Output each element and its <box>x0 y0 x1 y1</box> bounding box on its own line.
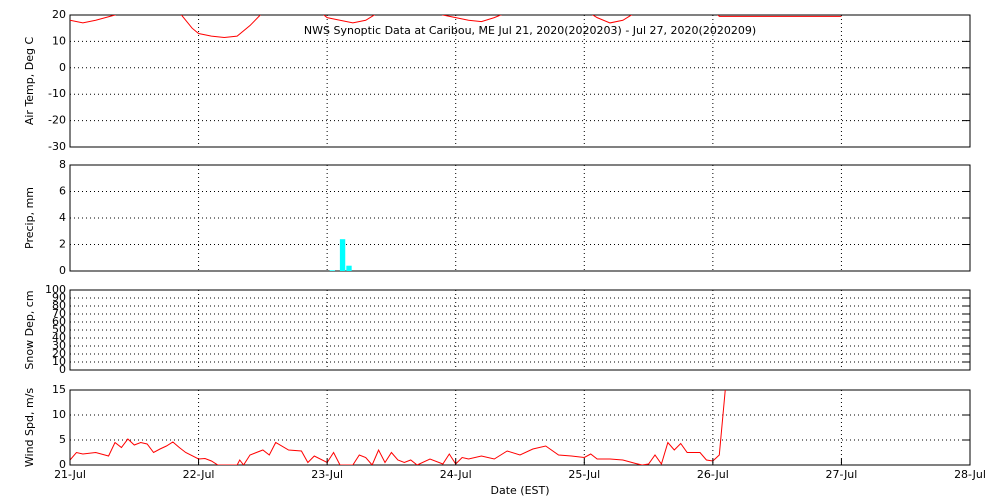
x-axis-label: Date (EST) <box>490 484 549 497</box>
bar <box>329 270 335 271</box>
y-tick-label: 30 <box>52 339 66 352</box>
x-tick-label: 21-Jul <box>54 468 86 481</box>
y-tick-label: 8 <box>59 158 66 171</box>
y-tick-label: 0 <box>59 61 66 74</box>
y-tick-label: 0 <box>59 264 66 277</box>
y-axis-label: Snow Dep, cm <box>23 290 36 369</box>
plot-area <box>329 239 352 271</box>
x-tick-label: 27-Jul <box>825 468 857 481</box>
data-line <box>70 390 726 465</box>
y-axis-label: Precip, mm <box>23 187 36 249</box>
y-tick-label: 0 <box>59 363 66 376</box>
y-tick-label: 6 <box>59 185 66 198</box>
y-tick-label: -10 <box>48 87 66 100</box>
y-tick-label: 70 <box>52 307 66 320</box>
y-tick-label: -30 <box>48 140 66 153</box>
y-tick-label: 4 <box>59 211 66 224</box>
plot-area <box>70 390 726 465</box>
y-axis-label: Wind Spd, m/s <box>23 388 36 468</box>
x-tick-label: 28-Jul <box>954 468 986 481</box>
y-tick-label: 20 <box>52 347 66 360</box>
y-tick-label: 0 <box>59 458 66 471</box>
panel-frame <box>69 289 971 371</box>
y-tick-label: 10 <box>52 355 66 368</box>
x-tick-label: 25-Jul <box>568 468 600 481</box>
y-axis-label: Air Temp, Deg C <box>23 37 36 126</box>
y-tick-label: 50 <box>52 323 66 336</box>
y-tick-label: 40 <box>52 331 66 344</box>
x-tick-label: 22-Jul <box>183 468 215 481</box>
y-tick-label: 5 <box>59 433 66 446</box>
bar <box>339 239 346 271</box>
x-tick-label: 23-Jul <box>311 468 343 481</box>
y-tick-label: 80 <box>52 299 66 312</box>
panel-frame <box>69 389 971 466</box>
x-tick-label: 24-Jul <box>440 468 472 481</box>
y-tick-label: -20 <box>48 114 66 127</box>
y-tick-label: 100 <box>45 283 66 296</box>
chart-title: NWS Synoptic Data at Caribou, ME Jul 21,… <box>304 24 756 37</box>
bar <box>346 265 352 271</box>
y-tick-label: 10 <box>52 408 66 421</box>
panel-frame <box>69 164 971 272</box>
panel-frame <box>69 14 971 148</box>
x-tick-label: 26-Jul <box>697 468 729 481</box>
y-tick-label: 2 <box>59 238 66 251</box>
y-tick-label: 60 <box>52 315 66 328</box>
y-tick-label: 20 <box>52 8 66 21</box>
y-tick-label: 10 <box>52 34 66 47</box>
y-tick-label: 15 <box>52 383 66 396</box>
data-line <box>70 15 842 38</box>
y-tick-label: 90 <box>52 291 66 304</box>
plot-area <box>70 15 842 38</box>
